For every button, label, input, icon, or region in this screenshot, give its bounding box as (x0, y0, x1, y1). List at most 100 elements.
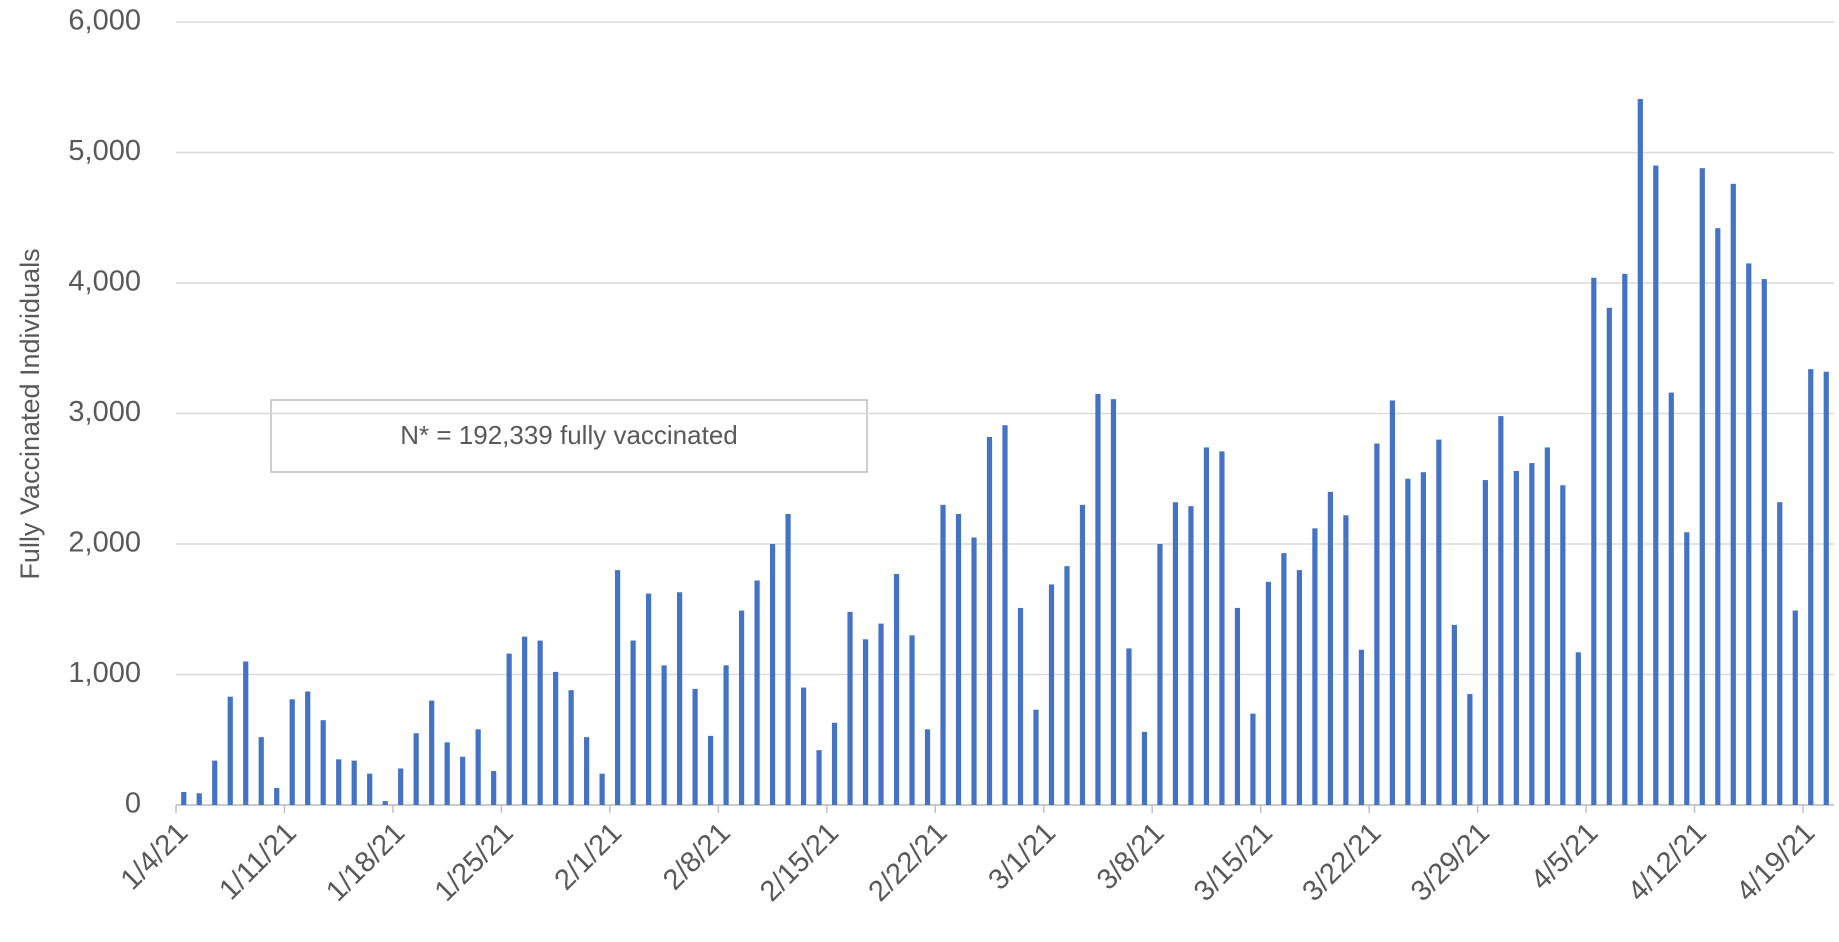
bar (320, 720, 326, 805)
bar (1792, 610, 1798, 805)
bar (1017, 607, 1024, 805)
x-tick-label: 1/25/21 (429, 817, 520, 908)
bar (1606, 307, 1612, 805)
bar (1808, 369, 1814, 805)
bar (707, 735, 714, 805)
bar (986, 436, 993, 805)
bar (1141, 731, 1148, 805)
bar (971, 537, 977, 805)
bar (351, 760, 357, 805)
bar (1172, 502, 1179, 805)
bar (1482, 480, 1488, 805)
bar (847, 611, 853, 805)
bar (893, 574, 900, 805)
bar (274, 788, 280, 805)
bar (1312, 528, 1318, 805)
bar (1374, 443, 1380, 805)
y-tick-label: 0 (125, 788, 141, 820)
bar (1188, 506, 1194, 805)
annotation-box (270, 399, 868, 473)
annotation: N* = 192,339 fully vaccinated (400, 420, 738, 450)
bar (491, 771, 497, 805)
bar (1513, 470, 1519, 805)
x-tick-label: 2/22/21 (863, 817, 954, 908)
bar (1761, 279, 1767, 806)
bar (630, 640, 636, 805)
bar (599, 773, 605, 805)
y-tick-label: 6,000 (68, 5, 141, 37)
bar (1544, 447, 1550, 805)
x-tick-label: 1/11/21 (213, 817, 303, 907)
bar (1575, 652, 1581, 805)
bar (1157, 544, 1163, 805)
bar (955, 513, 962, 805)
bar (537, 640, 543, 805)
bar (615, 570, 621, 805)
bar (940, 504, 946, 805)
bar (1064, 566, 1070, 805)
bar (382, 801, 388, 805)
bar (1591, 277, 1597, 805)
y-tick-label: 4,000 (68, 266, 141, 298)
bar (692, 688, 698, 805)
x-tick-label: 4/12/21 (1622, 817, 1713, 908)
y-tick-label: 3,000 (68, 396, 141, 428)
x-tick-label: 4/19/21 (1730, 817, 1821, 908)
x-tick-label: 3/1/21 (982, 817, 1062, 897)
bar (1436, 439, 1442, 805)
bar (1823, 371, 1829, 805)
bar (289, 699, 295, 805)
x-tick-label: 1/18/21 (320, 817, 411, 908)
bar (661, 665, 667, 805)
x-tick-label: 3/22/21 (1296, 817, 1387, 908)
bar (646, 593, 652, 805)
x-tick-label: 1/4/21 (115, 817, 195, 897)
bar (181, 791, 187, 805)
y-tick-label: 1,000 (68, 657, 141, 689)
bar (1281, 553, 1287, 805)
bar (1234, 607, 1241, 805)
bar (1529, 463, 1535, 805)
bar (816, 750, 822, 805)
bar (1265, 581, 1272, 805)
bar (723, 665, 729, 805)
bar (862, 639, 869, 805)
bar (831, 722, 838, 805)
bar (584, 737, 590, 805)
bar (1033, 709, 1039, 805)
bar (1048, 584, 1055, 805)
x-tick-label: 2/8/21 (657, 817, 737, 897)
x-tick-label: 3/15/21 (1188, 817, 1279, 908)
bar (738, 610, 745, 805)
bar (460, 756, 466, 805)
bar (568, 690, 574, 805)
bar (196, 793, 202, 805)
bar (1343, 515, 1349, 805)
bar (878, 623, 884, 805)
bar (305, 691, 311, 805)
bar (1699, 168, 1705, 805)
bar (1467, 694, 1473, 805)
bar (1777, 502, 1783, 805)
bar (1684, 532, 1690, 805)
bar (924, 729, 931, 805)
bar (1250, 713, 1256, 805)
x-tick-label: 2/15/21 (754, 817, 845, 908)
bar (785, 513, 791, 805)
bar (212, 760, 218, 805)
bar (1095, 393, 1101, 805)
bar (909, 635, 915, 805)
y-tick-label: 5,000 (68, 135, 141, 167)
bar (1730, 183, 1736, 805)
bar (1451, 624, 1457, 805)
bar (258, 737, 264, 805)
y-axis-label: Fully Vaccinated Individuals (15, 248, 45, 579)
bar (1498, 416, 1504, 805)
bar (1203, 447, 1210, 805)
y-tick-label: 2,000 (68, 527, 141, 559)
bar (522, 636, 528, 805)
bar (553, 671, 559, 805)
x-tick-label: 4/5/21 (1525, 817, 1605, 897)
bar (475, 729, 481, 805)
